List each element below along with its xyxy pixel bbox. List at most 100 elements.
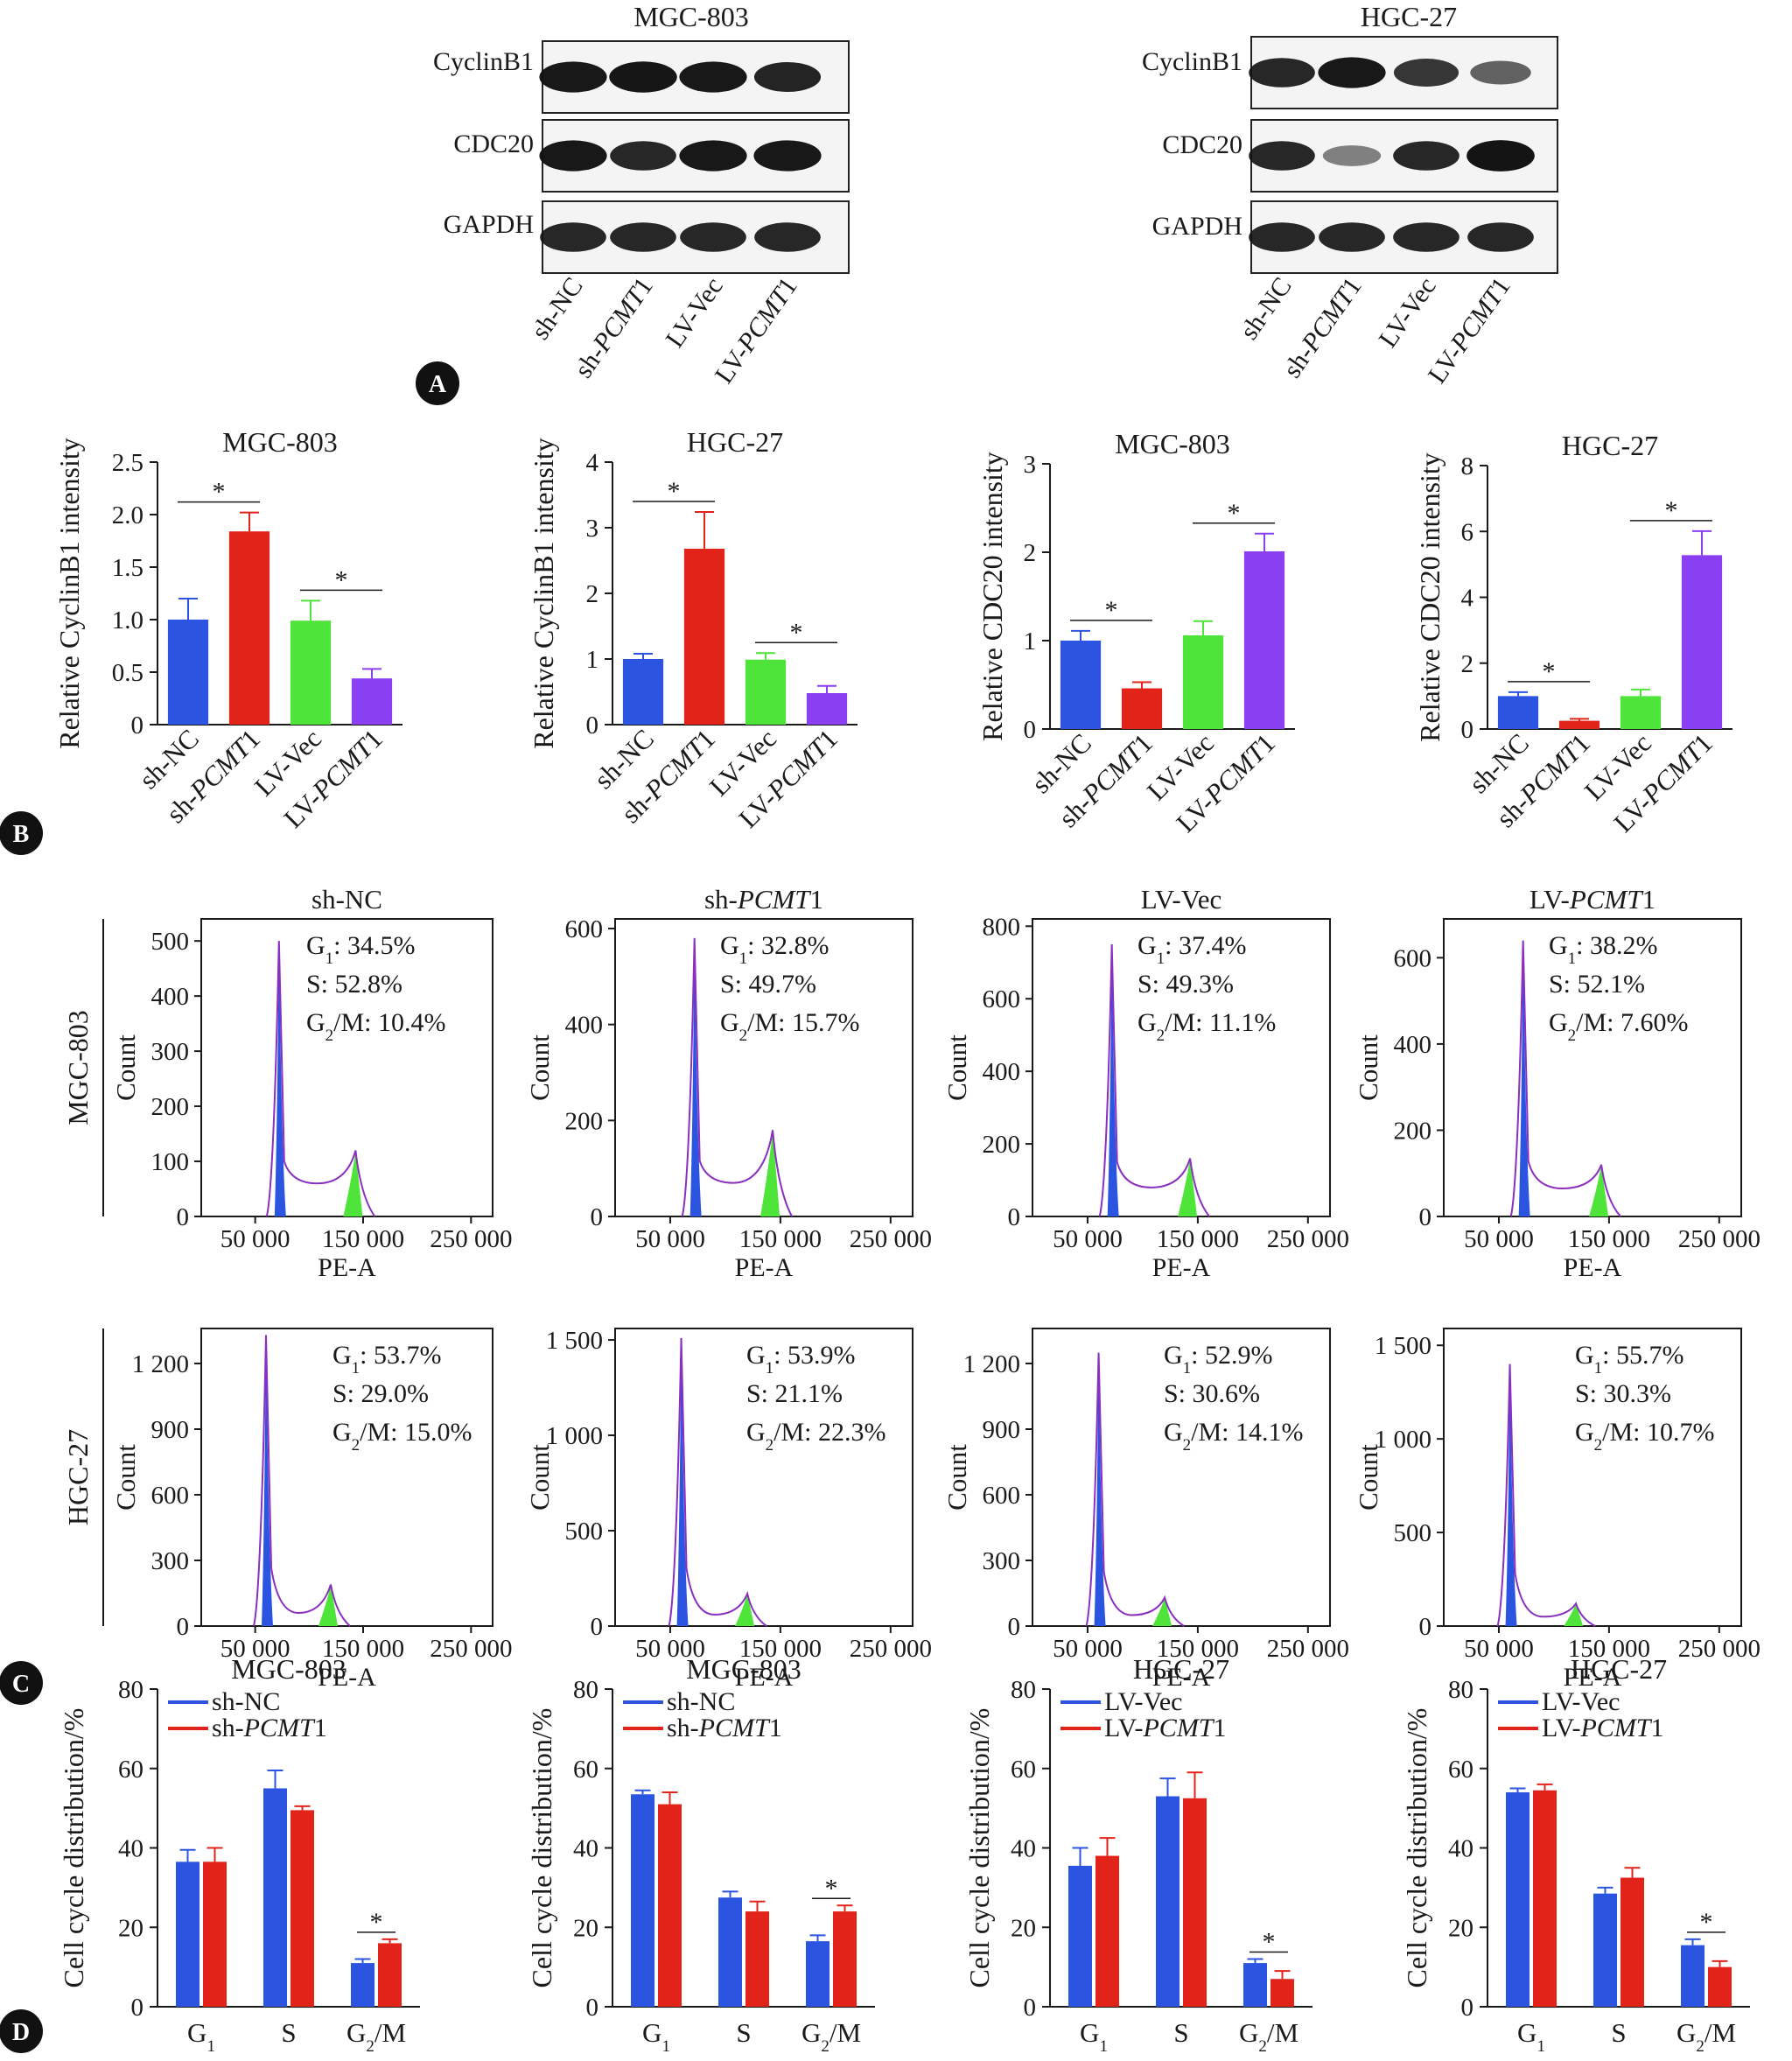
plot-frame (614, 918, 914, 1217)
x-tick-label: S (736, 2017, 751, 2048)
bar-chart-0: MGC-803 0 0.5 1.0 1.5 2.0 2.5 Relative CyclinB1… (53, 426, 402, 834)
y-tick-label: 1.0 (112, 606, 144, 634)
flow-histogram-0: 0 100 200 300 400 500 Count 50 000 150 000 250 00… (110, 918, 512, 1282)
g2m-peak (343, 1150, 363, 1216)
x-tick-label: 250 000 (1678, 1635, 1760, 1663)
bar (1060, 641, 1102, 729)
bar (1558, 720, 1600, 729)
y-tick-label: 0.5 (112, 659, 144, 687)
y-tick-label: 600 (983, 1482, 1021, 1510)
y-tick-label: 0 (1461, 1994, 1474, 2022)
y-tick-label: 600 (565, 915, 604, 943)
chart-title: MGC-803 (686, 1653, 802, 1685)
fit-curve (1085, 1352, 1185, 1627)
significance-star: * (1543, 657, 1556, 686)
y-tick-label: 0 (1008, 1613, 1021, 1641)
y-tick-label: 500 (1394, 1519, 1432, 1547)
y-tick-label: 200 (565, 1107, 604, 1135)
y-axis-label: Count (524, 1444, 555, 1511)
bar (290, 1810, 314, 2007)
plot-frame (614, 1328, 914, 1627)
bar (1533, 1790, 1557, 2007)
significance-star: * (1263, 1928, 1276, 1957)
y-tick-label: 0 (1461, 716, 1474, 744)
y-tick-label: 900 (983, 1416, 1021, 1444)
flow-histogram-7: 0 500 1 000 1 500 Count 50 000 150 000 250 000 P… (1353, 1328, 1760, 1692)
y-tick-label: 60 (573, 1756, 598, 1784)
cell-cycle-stat: S: 52.1% (1549, 970, 1645, 999)
y-tick-label: 0 (591, 1613, 604, 1641)
x-tick-label: 250 000 (1267, 1225, 1349, 1253)
bar (1681, 555, 1723, 729)
cell-cycle-stat: G1: 37.4% (1138, 931, 1247, 968)
cell-cycle-stat: G2/M: 14.1% (1164, 1418, 1304, 1455)
bar (1620, 696, 1662, 729)
bar (1593, 1893, 1617, 2007)
protein-band (753, 140, 822, 172)
bar (745, 659, 787, 725)
x-axis-label: PE-A (318, 1253, 376, 1282)
x-tick-label: 50 000 (1053, 1225, 1123, 1253)
x-tick-label: 50 000 (1464, 1225, 1534, 1253)
protein-band (679, 140, 747, 172)
bar (1068, 1865, 1092, 2007)
y-tick-label: 600 (151, 1482, 190, 1510)
y-tick-label: 0 (586, 1994, 599, 2022)
bar (228, 531, 270, 725)
bar (1243, 550, 1285, 729)
bar (1183, 1798, 1207, 2007)
chart-title: MGC-803 (1115, 428, 1230, 459)
plot-frame (1032, 918, 1331, 1217)
fit-curve (668, 1337, 767, 1627)
flow-histogram-2: 0 200 400 600 800 Count 50 000 150 000 250 000 PE… (942, 913, 1349, 1282)
y-tick-label: 20 (1448, 1914, 1474, 1942)
panel-label-c: C (0, 1661, 43, 1705)
x-tick-label: 250 000 (850, 1635, 932, 1663)
g2m-peak (318, 1584, 338, 1626)
flow-histogram-5: 0 500 1 000 1 500 Count 50 000 150 000 250 000 P… (524, 1327, 932, 1692)
plot-frame (1443, 918, 1742, 1217)
protein-band (1249, 58, 1315, 88)
cell-cycle-stat: S: 29.0% (332, 1379, 429, 1408)
y-axis-label: Cell cycle distribution/% (963, 1708, 995, 1988)
x-axis-label: PE-A (1152, 1253, 1211, 1282)
y-tick-label: 600 (1394, 944, 1432, 972)
significance-star: * (1105, 596, 1118, 625)
cell-cycle-stat: G2/M: 22.3% (746, 1418, 886, 1455)
flow-histogram-1: 0 200 400 600 Count 50 000 150 000 250 000 PE-A G… (524, 915, 932, 1282)
y-tick-label: 600 (983, 985, 1021, 1013)
protein-band (540, 222, 606, 252)
g2m-peak (1152, 1597, 1172, 1626)
plot-frame (200, 918, 494, 1217)
y-tick-label: 1 500 (1375, 1332, 1432, 1360)
y-tick-label: 300 (151, 1547, 190, 1575)
protein-band (1318, 57, 1386, 88)
fit-curve (1496, 1363, 1596, 1627)
y-tick-label: 80 (1011, 1676, 1036, 1704)
panel-label-d: D (0, 2009, 43, 2053)
bar (1243, 1963, 1267, 2007)
x-axis-label: PE-A (735, 1253, 794, 1282)
svg-text:C: C (12, 1671, 30, 1698)
flow-histogram-6: 0 300 600 900 1 200 Count 50 000 150 000 250 000… (942, 1328, 1349, 1692)
significance-star: * (335, 565, 348, 594)
x-tick-label: G1 (642, 2017, 670, 2056)
blot-protein-label: CDC20 (1162, 130, 1242, 159)
y-tick-label: 2 (1024, 539, 1037, 567)
blot-lane-label: sh-NC (1235, 272, 1298, 345)
y-tick-label: 40 (1448, 1835, 1474, 1863)
chart-title: HGC-27 (1571, 1653, 1667, 1685)
x-tick-label: G2/M (1239, 2017, 1298, 2056)
y-tick-label: 60 (118, 1756, 144, 1784)
y-tick-label: 40 (118, 1835, 144, 1863)
y-axis-label: Relative CDC20 intensity (1414, 452, 1446, 742)
flow-histogram-4: 0 300 600 900 1 200 Count 50 000 150 000 250 000… (110, 1328, 512, 1692)
cell-cycle-stat: G2/M: 15.7% (720, 1008, 860, 1045)
legend-label: sh-PCMT1 (667, 1714, 782, 1742)
g1-peak (274, 941, 286, 1216)
y-tick-label: 40 (573, 1835, 598, 1863)
x-tick-label: G2/M (802, 2017, 861, 2056)
